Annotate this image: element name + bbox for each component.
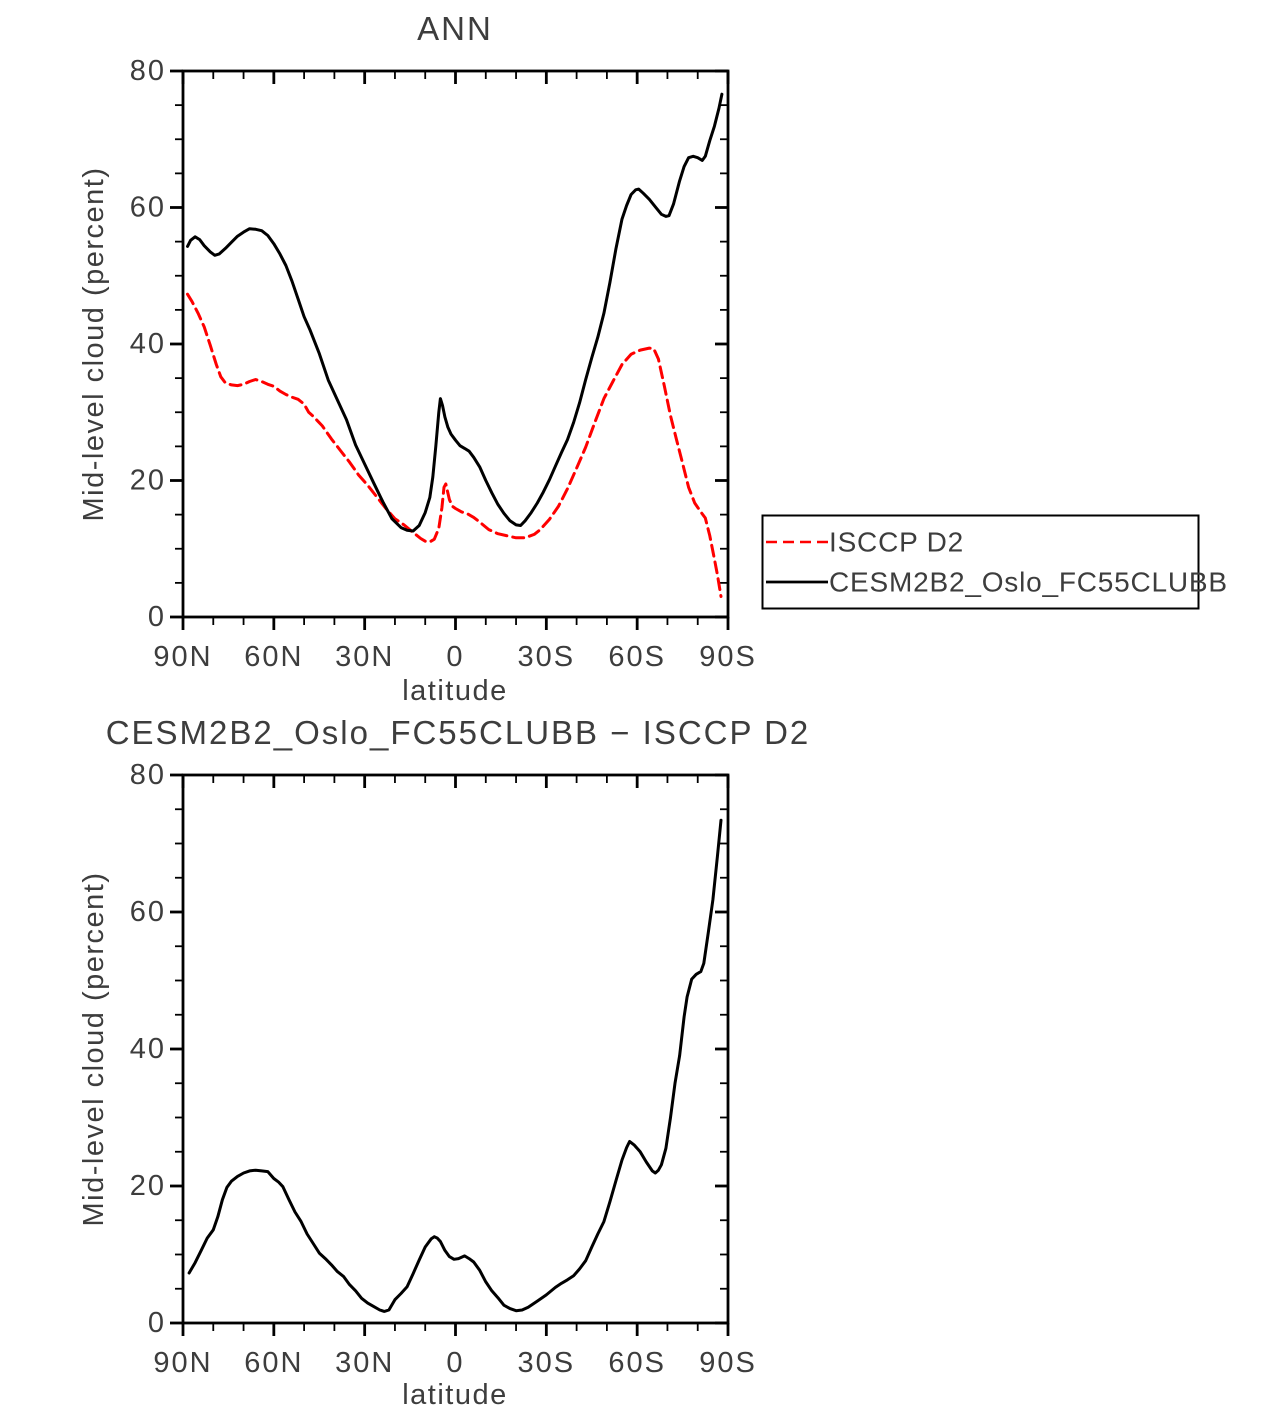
legend-label-cesm2b2: CESM2B2_Oslo_FC55CLUBB bbox=[829, 567, 1228, 598]
x-tick-label: 90S bbox=[699, 1347, 757, 1379]
x-tick-label: 30N bbox=[335, 641, 394, 673]
y-tick-label: 20 bbox=[130, 465, 166, 497]
series-line-cesm2b2-oslo-fc55clubb-minus-isccp-d2 bbox=[187, 818, 723, 1313]
x-tick-label: 60S bbox=[608, 641, 666, 673]
x-axis-ticks bbox=[181, 71, 730, 630]
x-tick-label: 60N bbox=[244, 1347, 303, 1379]
x-tick-label: 30S bbox=[518, 641, 576, 673]
y-tick-label: 40 bbox=[130, 1033, 166, 1065]
x-tick-label: 60S bbox=[608, 1347, 666, 1379]
y-tick-label: 80 bbox=[130, 55, 166, 87]
x-tick-label: 30S bbox=[518, 1347, 576, 1379]
y-tick-label: 60 bbox=[130, 192, 166, 224]
plot-frame bbox=[181, 773, 730, 1325]
y-axis-ticks bbox=[170, 773, 728, 1325]
top-chart-title: ANN bbox=[417, 10, 493, 47]
y-tick-label: 60 bbox=[130, 896, 166, 928]
y-tick-label: 0 bbox=[148, 1307, 166, 1339]
legend-box bbox=[761, 514, 1200, 610]
y-tick-label: 40 bbox=[130, 328, 166, 360]
top-chart-y-axis-label: Mid-level cloud (percent) bbox=[78, 166, 110, 521]
top-chart: ANN Mid-level cloud (percent) latitude 9… bbox=[78, 10, 757, 707]
y-tick-label: 20 bbox=[130, 1170, 166, 1202]
bottom-chart-y-axis-label: Mid-level cloud (percent) bbox=[78, 871, 110, 1226]
x-tick-label: 0 bbox=[446, 641, 464, 673]
x-tick-label: 90S bbox=[699, 641, 757, 673]
series-line-isccp-d2 bbox=[186, 292, 723, 598]
top-chart-x-axis-label: latitude bbox=[402, 675, 508, 707]
y-tick-label: 80 bbox=[130, 759, 166, 791]
y-axis-ticks bbox=[170, 69, 728, 619]
x-tick-label: 30N bbox=[335, 1347, 394, 1379]
legend-label-isccp-d2: ISCCP D2 bbox=[829, 527, 964, 558]
plot-frame bbox=[181, 69, 730, 619]
x-tick-label: 0 bbox=[446, 1347, 464, 1379]
top-chart-plot-area: 90N 60N 30N 0 30S 60S 90S 0 20 40 60 80 bbox=[130, 55, 757, 673]
y-tick-label: 0 bbox=[148, 601, 166, 633]
bottom-chart-x-axis-label: latitude bbox=[402, 1379, 508, 1411]
x-tick-label: 60N bbox=[244, 641, 303, 673]
bottom-chart-title: CESM2B2_Oslo_FC55CLUBB − ISCCP D2 bbox=[106, 714, 811, 751]
series-line-cesm2b2-oslo-fc55clubb bbox=[186, 92, 724, 533]
x-tick-label: 90N bbox=[153, 1347, 212, 1379]
legend-entry-isccp-d2: ISCCP D2 bbox=[766, 527, 964, 558]
x-tick-label: 90N bbox=[153, 641, 212, 673]
bottom-chart: CESM2B2_Oslo_FC55CLUBB − ISCCP D2 Mid-le… bbox=[78, 714, 811, 1411]
legend: ISCCP D2 CESM2B2_Oslo_FC55CLUBB bbox=[761, 514, 1228, 610]
bottom-chart-plot-area: 90N 60N 30N 0 30S 60S 90S 0 20 40 60 80 bbox=[130, 759, 757, 1379]
legend-entry-cesm2b2: CESM2B2_Oslo_FC55CLUBB bbox=[766, 567, 1228, 598]
x-axis-ticks bbox=[181, 775, 730, 1336]
